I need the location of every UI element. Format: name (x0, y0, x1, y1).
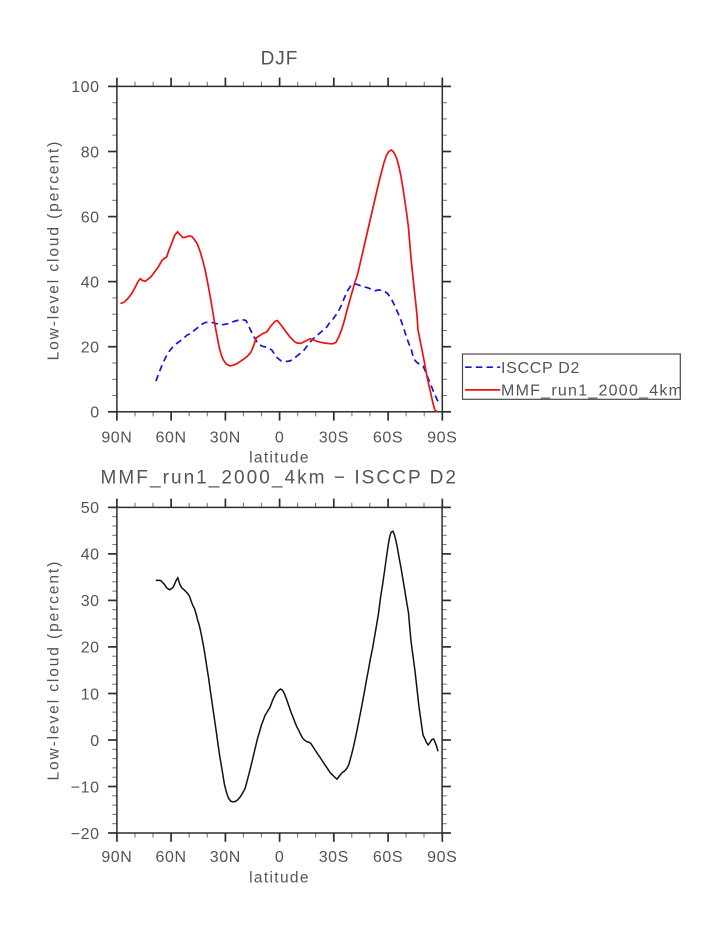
svg-text:0: 0 (275, 849, 285, 866)
svg-text:latitude: latitude (249, 870, 310, 887)
svg-text:Low-level cloud (percent): Low-level cloud (percent) (46, 140, 63, 361)
svg-text:ISCCP D2: ISCCP D2 (501, 360, 580, 377)
svg-text:50: 50 (81, 500, 100, 517)
svg-text:30S: 30S (319, 430, 349, 447)
svg-text:10: 10 (81, 686, 100, 703)
svg-text:90N: 90N (101, 430, 132, 447)
svg-text:90N: 90N (101, 849, 132, 866)
svg-text:90S: 90S (427, 849, 457, 866)
svg-text:60N: 60N (156, 430, 187, 447)
svg-text:30: 30 (81, 593, 100, 610)
svg-text:30S: 30S (319, 849, 349, 866)
svg-text:40: 40 (81, 274, 100, 291)
svg-text:0: 0 (90, 405, 100, 422)
svg-text:MMF_run1_2000_4km − ISCCP D2: MMF_run1_2000_4km − ISCCP D2 (101, 467, 459, 488)
svg-text:MMF_run1_2000_4km: MMF_run1_2000_4km (501, 383, 683, 400)
svg-text:60: 60 (81, 209, 100, 226)
svg-text:60S: 60S (373, 430, 403, 447)
svg-text:20: 20 (81, 640, 100, 657)
svg-text:0: 0 (275, 430, 285, 447)
svg-text:latitude: latitude (249, 450, 310, 467)
svg-text:−10: −10 (71, 779, 100, 796)
svg-text:80: 80 (81, 144, 100, 161)
svg-text:40: 40 (81, 547, 100, 564)
svg-text:60S: 60S (373, 849, 403, 866)
svg-text:30N: 30N (210, 849, 241, 866)
svg-text:30N: 30N (210, 430, 241, 447)
svg-text:0: 0 (90, 733, 100, 750)
svg-text:100: 100 (71, 79, 100, 96)
svg-text:90S: 90S (427, 430, 457, 447)
svg-text:20: 20 (81, 340, 100, 357)
svg-text:Low-level cloud (percent): Low-level cloud (percent) (46, 560, 63, 781)
svg-text:60N: 60N (156, 849, 187, 866)
svg-text:−20: −20 (71, 826, 100, 843)
svg-text:DJF: DJF (261, 49, 299, 70)
